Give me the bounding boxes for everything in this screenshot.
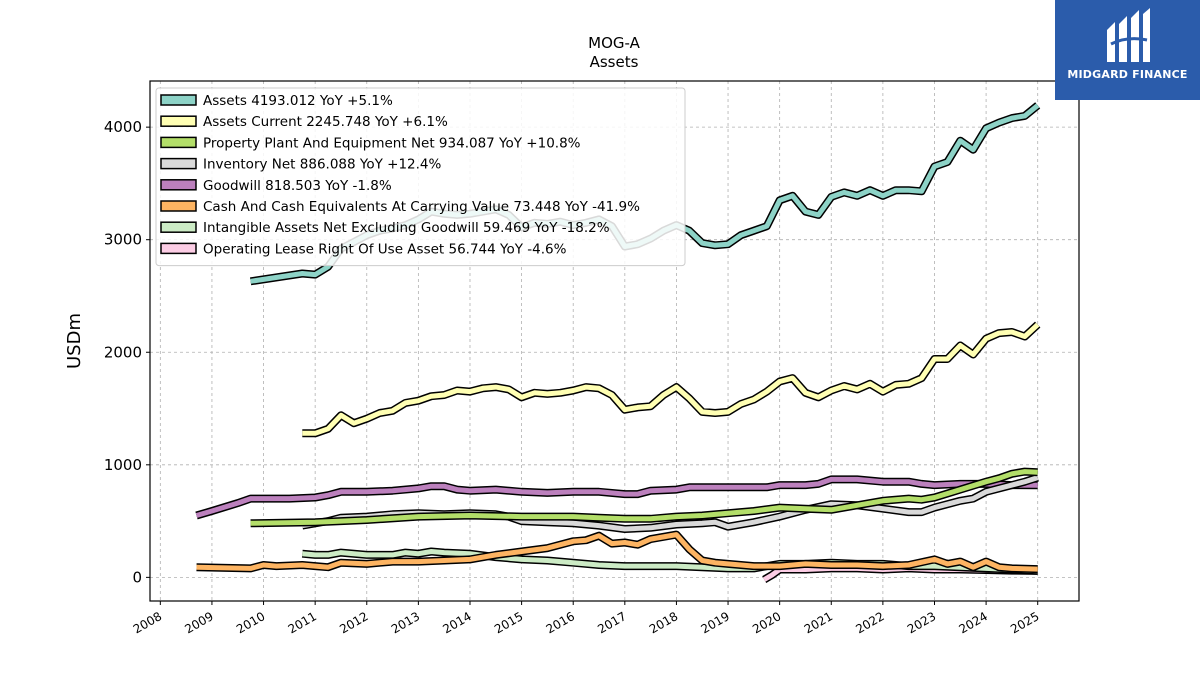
legend-entry: Inventory Net 886.088 YoY +12.4% (203, 157, 441, 173)
x-tick-label: 2008 (131, 609, 164, 636)
legend-swatch (160, 221, 197, 233)
brand-logo: MIDGARD FINANCE (1055, 0, 1200, 100)
x-tick-label: 2013 (389, 609, 422, 636)
x-tick-label: 2010 (234, 609, 267, 636)
x-tick-label: 2025 (1008, 609, 1041, 636)
series-goodwill (195, 475, 1038, 520)
y-tick-label: 2000 (104, 343, 142, 361)
series-assets-current (302, 321, 1041, 438)
legend-entry: Assets 4193.012 YoY +5.1% (203, 93, 393, 109)
legend-swatch (160, 242, 197, 255)
x-tick-label: 2015 (492, 609, 525, 636)
x-tick-label: 2018 (647, 609, 680, 636)
x-tick-label: 2014 (440, 609, 473, 636)
x-tick-label: 2016 (544, 609, 577, 636)
chart-title: MOG-A (588, 34, 640, 52)
legend-entry: Goodwill 818.503 YoY -1.8% (203, 178, 392, 194)
plot-frame (149, 80, 1080, 602)
series-line-outline (302, 321, 1041, 438)
x-tick-label: 2012 (337, 609, 370, 636)
y-tick-label: 1000 (104, 456, 142, 474)
series-line (196, 532, 1038, 572)
x-tick-label: 2021 (802, 609, 835, 636)
x-tick-label: 2017 (595, 609, 628, 636)
x-tick-label: 2022 (853, 609, 886, 636)
y-tick-label: 4000 (104, 118, 142, 136)
brand-monogram-icon (1107, 8, 1150, 62)
y-tick-label: 3000 (104, 231, 142, 249)
legend-swatch (160, 115, 197, 127)
legend-entry: Assets Current 2245.748 YoY +6.1% (203, 114, 448, 130)
series-property-plant-and-equipment-net (250, 467, 1038, 528)
legend-entry: Property Plant And Equipment Net 934.087… (203, 135, 581, 151)
legend-swatch (160, 179, 197, 191)
legend-entry: Operating Lease Right Of Use Asset 56.74… (203, 241, 567, 257)
x-tick-label: 2020 (750, 609, 783, 636)
series-lines (195, 102, 1041, 584)
series-line (195, 476, 1038, 518)
x-tick-label: 2011 (286, 609, 319, 636)
x-tick-label: 2024 (957, 609, 990, 636)
legend-box (155, 87, 686, 267)
legend-swatch (160, 200, 197, 212)
chart-subtitle: Assets (590, 53, 639, 71)
series-line (250, 469, 1038, 526)
x-tick-label: 2019 (698, 609, 731, 636)
series-cash-and-cash-equivalents-at-carrying-value (196, 530, 1038, 574)
brand-name: MIDGARD FINANCE (1067, 68, 1188, 81)
series-line (302, 322, 1040, 436)
legend-swatch (160, 157, 197, 170)
legend-entry: Intangible Assets Net Excluding Goodwill… (203, 220, 610, 236)
x-tick-label: 2023 (905, 609, 938, 636)
legend-entry: Cash And Cash Equivalents At Carrying Va… (203, 199, 640, 215)
legend-swatch (160, 94, 197, 106)
y-axis-label: USDm (64, 313, 85, 369)
legend-swatch (160, 136, 197, 149)
x-tick-label: 2009 (182, 609, 215, 636)
y-tick-label: 0 (132, 568, 142, 586)
legend: Assets 4193.012 YoY +5.1% Assets Current … (155, 87, 686, 267)
